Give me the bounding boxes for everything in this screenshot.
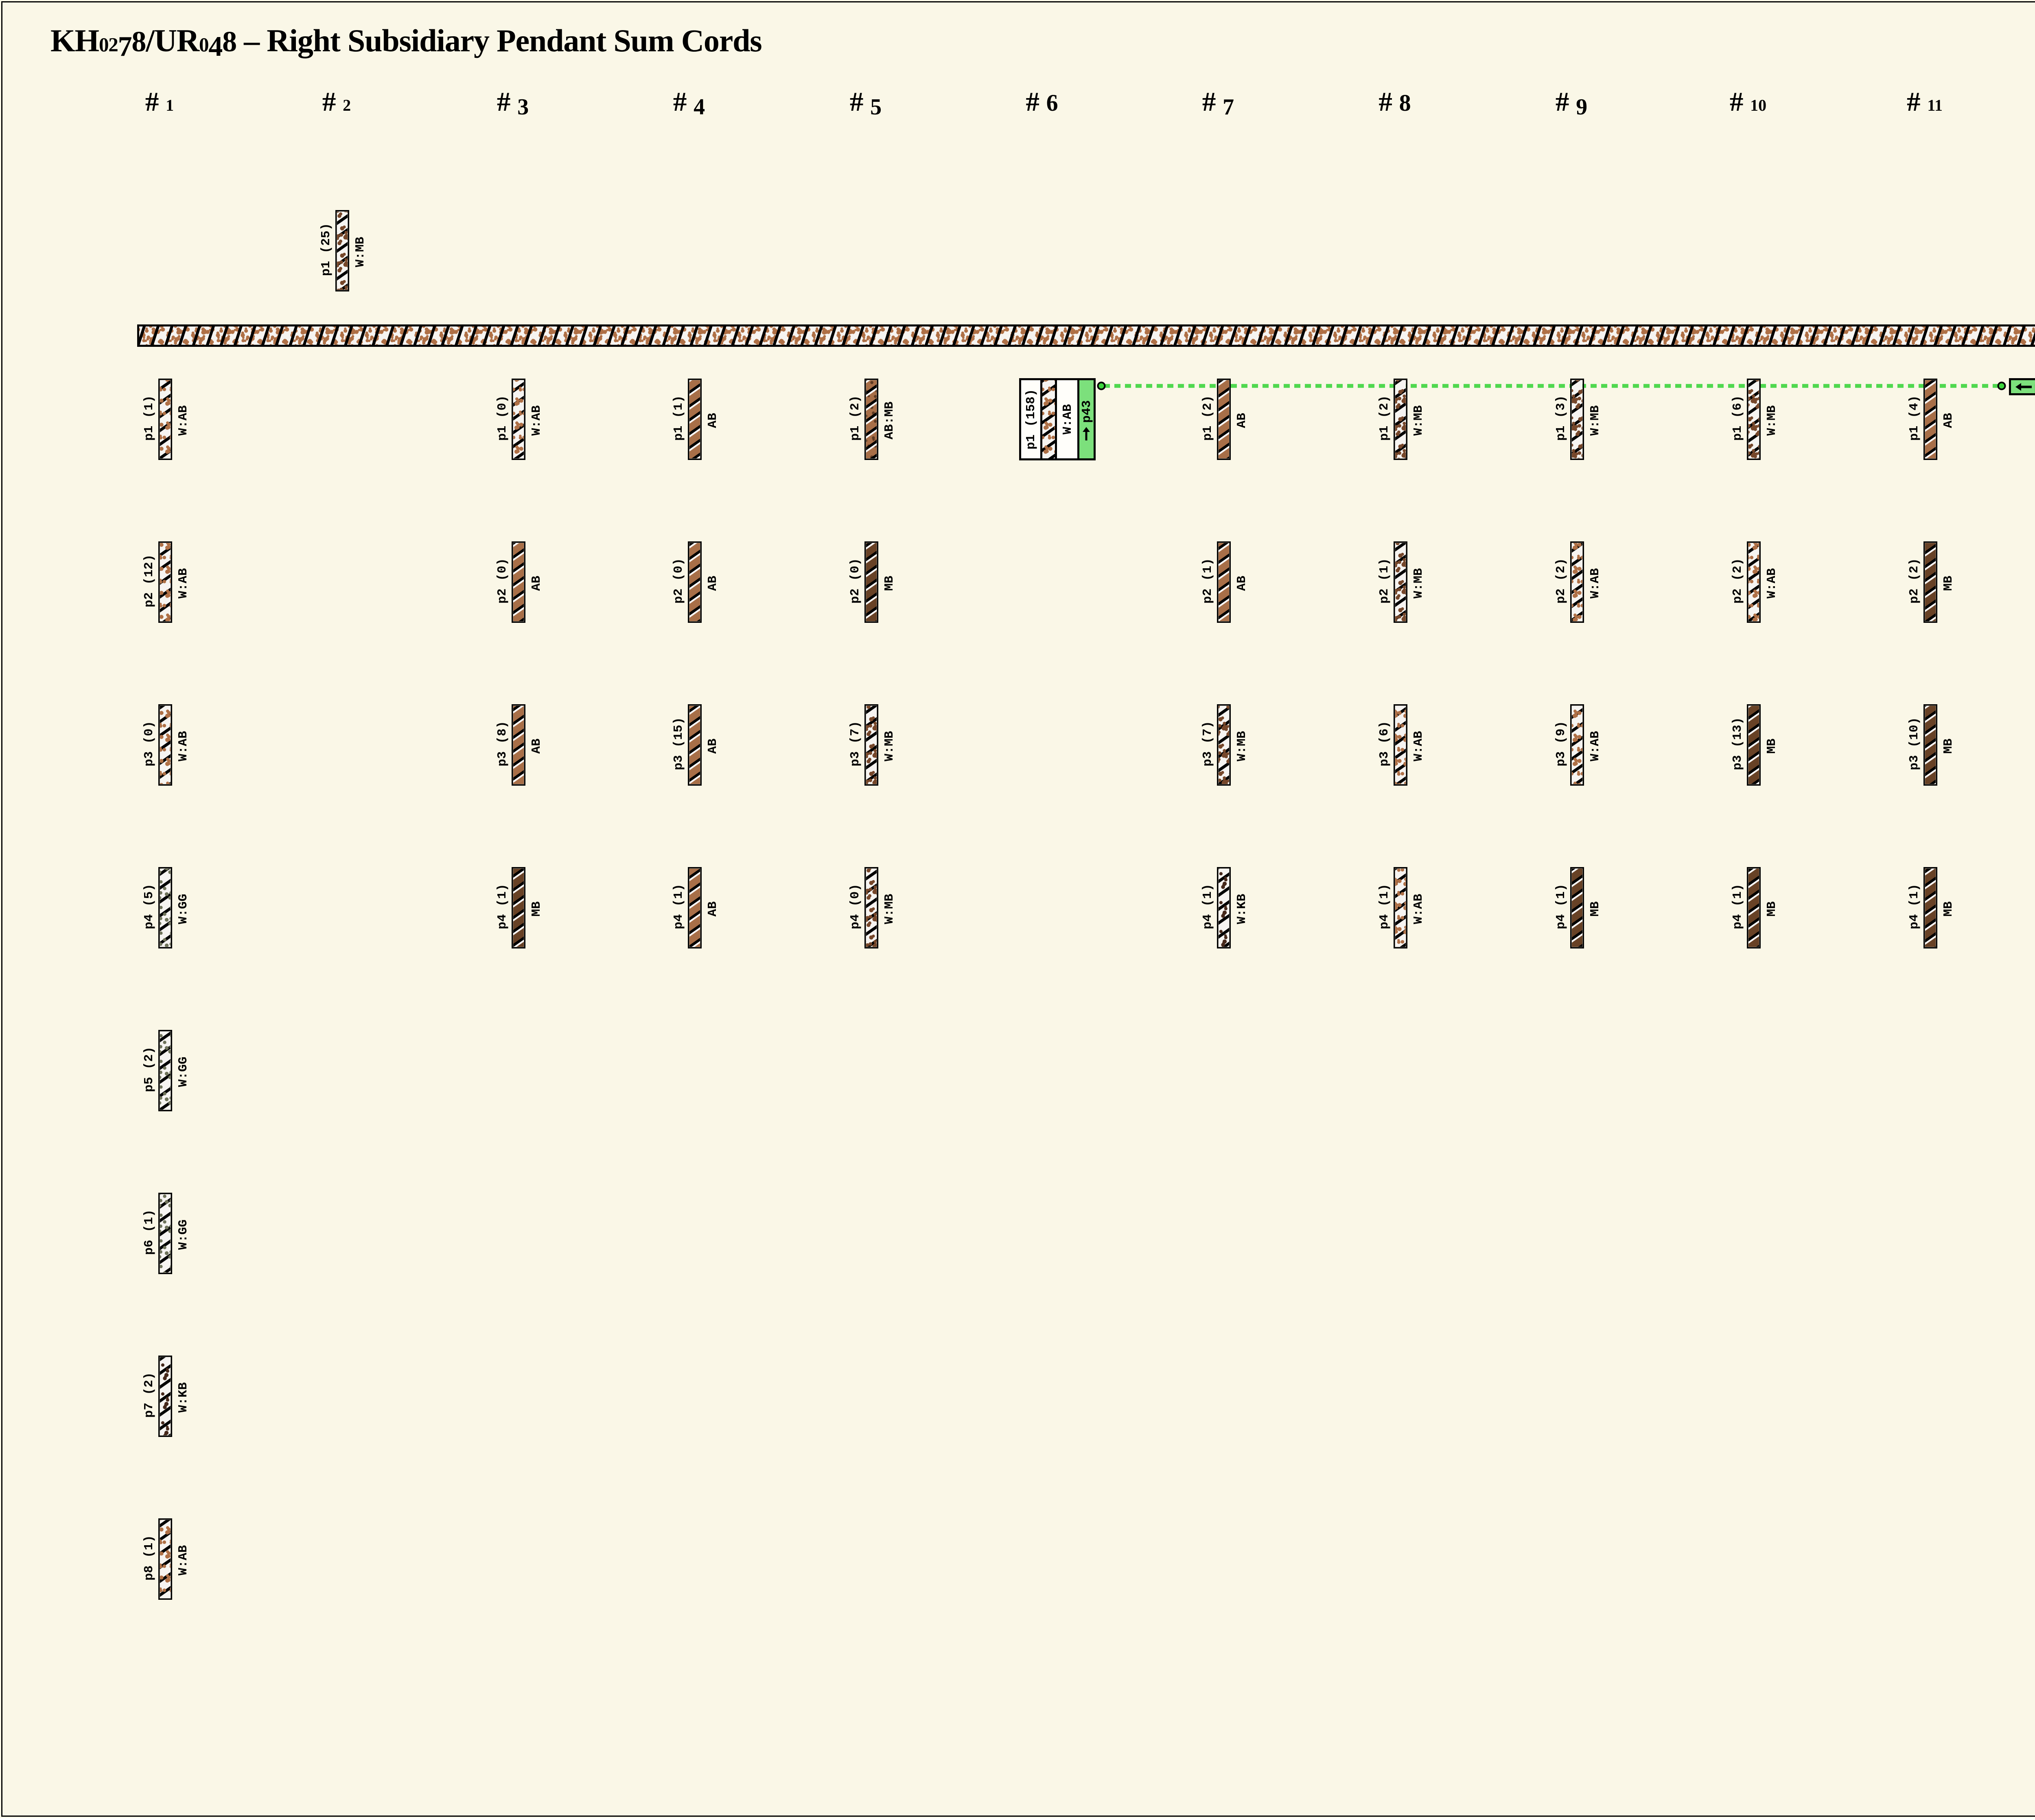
svg-text:AB: AB xyxy=(1235,413,1249,428)
svg-text:MB: MB xyxy=(530,901,544,916)
svg-text:W:AB: W:AB xyxy=(176,731,190,761)
svg-text:W:AB: W:AB xyxy=(1588,731,1602,761)
svg-text:p1 (1): p1 (1) xyxy=(672,395,686,441)
svg-text:p43: p43 xyxy=(1080,400,1094,423)
svg-text:p1 (4): p1 (4) xyxy=(1907,395,1921,441)
svg-text:p3 (7): p3 (7) xyxy=(848,721,862,767)
svg-text:W:GG: W:GG xyxy=(176,894,190,924)
svg-text:W:MB: W:MB xyxy=(1235,731,1249,761)
svg-text:p3 (6): p3 (6) xyxy=(1377,721,1392,767)
svg-text:p4 (0): p4 (0) xyxy=(848,884,862,929)
svg-text:W:GG: W:GG xyxy=(176,1220,190,1250)
svg-text:W:MB: W:MB xyxy=(1411,568,1426,598)
svg-text:MB: MB xyxy=(1765,738,1779,753)
svg-text:p1 (6): p1 (6) xyxy=(1731,395,1745,441)
svg-text:# 8: # 8 xyxy=(1379,87,1411,117)
svg-text:p2 (0): p2 (0) xyxy=(672,558,686,604)
svg-text:W:AB: W:AB xyxy=(176,568,190,598)
svg-text:AB: AB xyxy=(706,901,720,916)
svg-text:p3 (10): p3 (10) xyxy=(1907,717,1921,770)
svg-text:AB: AB xyxy=(706,738,720,753)
svg-text:p4 (5): p4 (5) xyxy=(142,884,156,929)
svg-text:p1 (158): p1 (158) xyxy=(1024,389,1038,450)
svg-text:p4 (1): p4 (1) xyxy=(1907,884,1921,929)
svg-text:p2 (1): p2 (1) xyxy=(1377,558,1392,604)
svg-text:MB: MB xyxy=(1941,901,1956,916)
svg-text:# 6: # 6 xyxy=(1026,87,1058,117)
svg-text:p4 (1): p4 (1) xyxy=(1554,884,1568,929)
svg-text:W:AB: W:AB xyxy=(1411,731,1426,761)
svg-text:AB: AB xyxy=(1941,413,1956,428)
svg-text:p4 (1): p4 (1) xyxy=(1377,884,1392,929)
svg-text:p7 (2): p7 (2) xyxy=(142,1372,156,1418)
svg-text:p1 (3): p1 (3) xyxy=(1554,395,1568,441)
svg-text:AB: AB xyxy=(1235,576,1249,591)
svg-text:p4 (1): p4 (1) xyxy=(1731,884,1745,929)
svg-text:W:AB: W:AB xyxy=(176,1545,190,1575)
svg-text:W:AB: W:AB xyxy=(530,405,544,436)
svg-text:p2 (0): p2 (0) xyxy=(848,558,862,604)
svg-text:p5 (2): p5 (2) xyxy=(142,1047,156,1092)
svg-text:W:MB: W:MB xyxy=(1588,405,1602,436)
svg-text:W:AB: W:AB xyxy=(1411,894,1426,924)
svg-text:p3 (8): p3 (8) xyxy=(495,721,510,767)
svg-text:p1 (2): p1 (2) xyxy=(1377,395,1392,441)
svg-text:p4 (1): p4 (1) xyxy=(672,884,686,929)
svg-text:p1 (2): p1 (2) xyxy=(848,395,862,441)
svg-text:p3 (15): p3 (15) xyxy=(672,717,686,770)
svg-text:p2 (2): p2 (2) xyxy=(1731,558,1745,604)
svg-text:W:AB: W:AB xyxy=(1765,568,1779,598)
svg-text:AB: AB xyxy=(706,413,720,428)
svg-text:p1 (25): p1 (25) xyxy=(319,223,333,276)
svg-text:p2 (2): p2 (2) xyxy=(1907,558,1921,604)
svg-text:p3 (9): p3 (9) xyxy=(1554,721,1568,767)
svg-text:p3 (13): p3 (13) xyxy=(1731,717,1745,770)
svg-text:p3 (7): p3 (7) xyxy=(1201,721,1215,767)
svg-text:AB: AB xyxy=(706,576,720,591)
svg-text:W:MB: W:MB xyxy=(882,894,897,924)
svg-text:W:KB: W:KB xyxy=(176,1382,190,1413)
svg-text:W:MB: W:MB xyxy=(1765,405,1779,436)
svg-text:W:MB: W:MB xyxy=(353,237,368,267)
svg-text:AB: AB xyxy=(530,576,544,591)
svg-text:p2 (1): p2 (1) xyxy=(1201,558,1215,604)
svg-text:W:AB: W:AB xyxy=(176,405,190,436)
svg-text:p1 (1): p1 (1) xyxy=(142,395,156,441)
svg-text:AB:MB: AB:MB xyxy=(882,401,897,439)
svg-text:W:MB: W:MB xyxy=(882,731,897,761)
svg-text:p4 (1): p4 (1) xyxy=(1201,884,1215,929)
svg-text:MB: MB xyxy=(1588,901,1602,916)
svg-text:p3 (0): p3 (0) xyxy=(142,721,156,767)
svg-text:p8 (1): p8 (1) xyxy=(142,1535,156,1581)
svg-text:W:GG: W:GG xyxy=(176,1057,190,1087)
svg-text:p4 (1): p4 (1) xyxy=(495,884,510,929)
svg-text:MB: MB xyxy=(1941,576,1956,591)
svg-text:MB: MB xyxy=(1941,738,1956,753)
svg-text:KH027​8/UR04​8 – Right Subsidi: KH027​8/UR04​8 – Right Subsidiary Pendan… xyxy=(50,23,761,62)
svg-text:W:AB: W:AB xyxy=(1588,568,1602,598)
svg-text:p1 (2): p1 (2) xyxy=(1201,395,1215,441)
svg-text:W:AB: W:AB xyxy=(1061,404,1075,434)
svg-text:W:KB: W:KB xyxy=(1235,894,1249,924)
svg-text:MB: MB xyxy=(1765,901,1779,916)
svg-text:W:MB: W:MB xyxy=(1411,405,1426,436)
svg-text:p2 (2): p2 (2) xyxy=(1554,558,1568,604)
svg-text:p1 (0): p1 (0) xyxy=(495,395,510,441)
svg-text:p2 (0): p2 (0) xyxy=(495,558,510,604)
svg-text:p2 (12): p2 (12) xyxy=(142,554,156,607)
svg-text:MB: MB xyxy=(882,576,897,591)
svg-text:AB: AB xyxy=(530,738,544,753)
svg-text:p6 (1): p6 (1) xyxy=(142,1209,156,1255)
